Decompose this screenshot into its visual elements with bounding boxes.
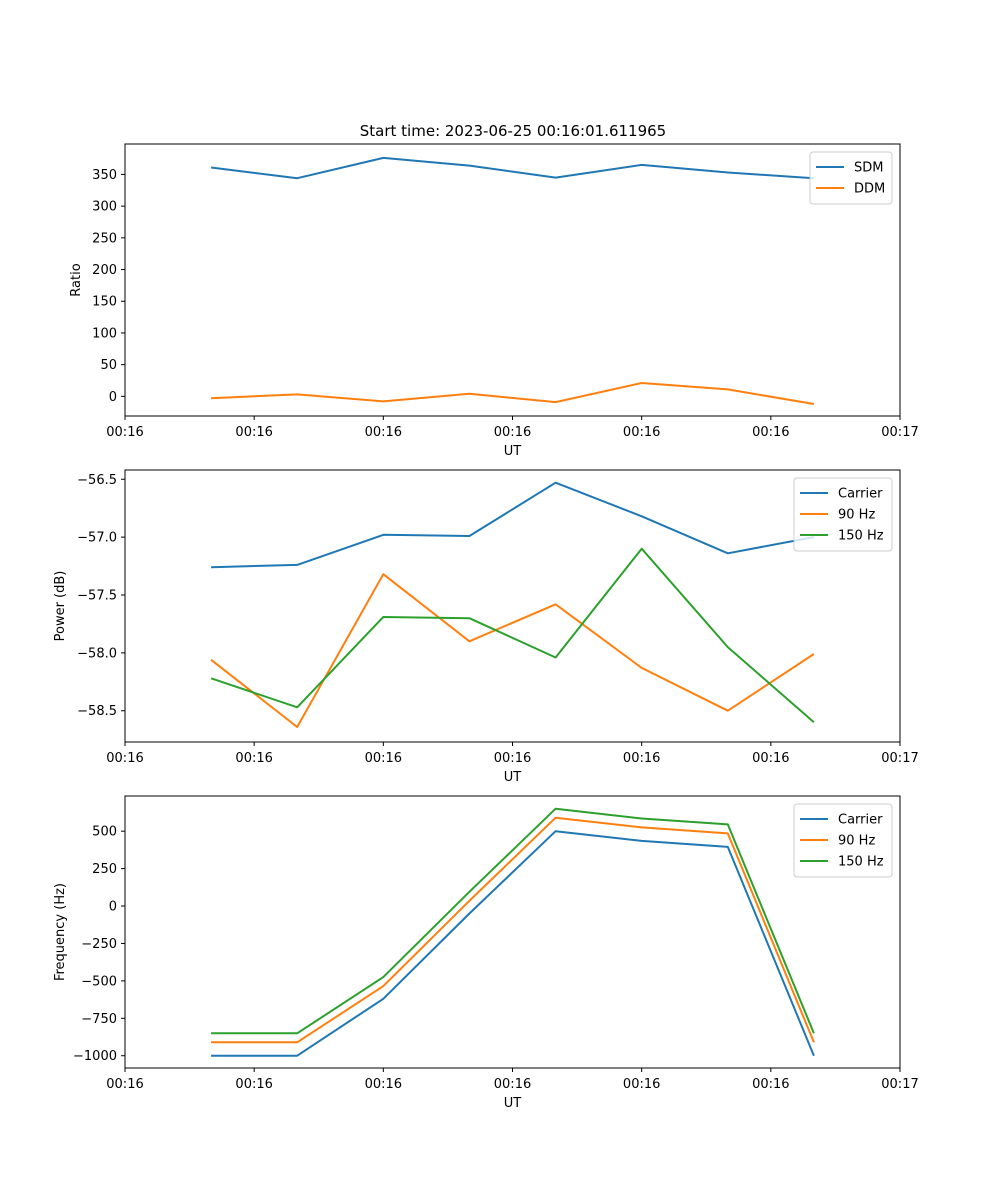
ratio-x-tick-label: 00:16 bbox=[623, 425, 660, 440]
ratio-y-tick-label: 0 bbox=[109, 390, 117, 405]
frequency-y-tick-label: 250 bbox=[92, 862, 117, 877]
ratio-y-tick-label: 100 bbox=[92, 326, 117, 341]
frequency-panel: 00:16 00:16 00:16 00:16 00:16 00:16 00:17 −1000… bbox=[53, 795, 919, 1111]
ratio-y-tick-label: 150 bbox=[92, 295, 117, 310]
ratio-y-tick-label: 300 bbox=[92, 200, 117, 215]
ratio-legend-label-ddm: DDM bbox=[854, 182, 885, 197]
power-y-tick-label: −57.0 bbox=[77, 531, 117, 546]
ratio-axes-frame bbox=[124, 143, 901, 417]
power-x-tick-label: 00:16 bbox=[494, 751, 531, 766]
frequency-y-tick-label: 500 bbox=[92, 825, 117, 840]
ratio-x-tick-label: 00:16 bbox=[235, 425, 272, 440]
frequency-x-tick-label: 00:16 bbox=[106, 1077, 143, 1092]
frequency-series-90-hz-line bbox=[211, 816, 815, 1044]
ratio-legend: SDM DDM bbox=[809, 151, 893, 205]
ratio-series-ddm-line bbox=[211, 382, 815, 405]
ratio-panel: 00:16 00:16 00:16 00:16 00:16 00:16 00:17 0 50 10… bbox=[69, 143, 919, 459]
power-y-tick-label: −57.5 bbox=[77, 589, 117, 604]
frequency-x-tick-label: 00:16 bbox=[494, 1077, 531, 1092]
power-panel: 00:16 00:16 00:16 00:16 00:16 00:16 00:17 −58.5… bbox=[53, 469, 919, 785]
ratio-y-tick-label: 50 bbox=[100, 358, 117, 373]
power-x-tick-label: 00:16 bbox=[752, 751, 789, 766]
ratio-legend-box bbox=[809, 151, 893, 205]
frequency-legend-label-150-hz: 150 Hz bbox=[838, 855, 884, 870]
frequency-x-tick-label: 00:16 bbox=[752, 1077, 789, 1092]
power-series-carrier-line bbox=[211, 481, 815, 569]
ratio-series-sdm-line bbox=[210, 156, 814, 180]
power-series-90-hz-line bbox=[210, 573, 815, 728]
frequency-y-tick-label: 0 bbox=[109, 900, 117, 915]
power-legend-label-150-hz: 150 Hz bbox=[838, 529, 884, 544]
power-y-tick-label: −58.5 bbox=[77, 704, 117, 719]
frequency-x-tick-label: 00:16 bbox=[623, 1077, 660, 1092]
plots: 00:16 00:16 00:16 00:16 00:16 00:16 00:17 0 50 10… bbox=[53, 143, 919, 1111]
frequency-legend-label-90-hz: 90 Hz bbox=[838, 834, 875, 849]
power-legend-label-90-hz: 90 Hz bbox=[838, 508, 875, 523]
frequency-x-axis-label: UT bbox=[504, 1096, 522, 1111]
ratio-x-tick-label: 00:16 bbox=[365, 425, 402, 440]
ratio-x-tick-label: 00:16 bbox=[752, 425, 789, 440]
frequency-axes-frame bbox=[124, 795, 901, 1069]
power-x-tick-label: 00:16 bbox=[365, 751, 402, 766]
power-y-axis-label: Power (dB) bbox=[53, 571, 68, 642]
power-y-tick-label: −58.0 bbox=[77, 646, 117, 661]
frequency-series-150-hz-line bbox=[211, 807, 815, 1035]
power-axes-frame bbox=[124, 469, 901, 743]
frequency-legend-box bbox=[793, 803, 893, 878]
power-legend: Carrier 90 Hz 150 Hz bbox=[793, 477, 893, 552]
ratio-x-tick-label: 00:17 bbox=[881, 425, 918, 440]
power-x-axis-label: UT bbox=[504, 770, 522, 785]
frequency-y-tick-label: −500 bbox=[81, 974, 117, 989]
ratio-x-tick-label: 00:16 bbox=[106, 425, 143, 440]
frequency-y-axis-label: Frequency (Hz) bbox=[53, 883, 68, 981]
ratio-y-axis-label: Ratio bbox=[69, 263, 84, 296]
power-x-tick-label: 00:17 bbox=[881, 751, 918, 766]
frequency-legend-label-carrier: Carrier bbox=[838, 813, 883, 828]
ratio-legend-label-sdm: SDM bbox=[854, 161, 883, 176]
frequency-x-tick-label: 00:16 bbox=[365, 1077, 402, 1092]
frequency-y-tick-label: −750 bbox=[81, 1012, 117, 1027]
ratio-y-tick-label: 350 bbox=[92, 168, 117, 183]
figure-title: Start time: 2023-06-25 00:16:01.611965 bbox=[360, 122, 666, 140]
frequency-x-tick-label: 00:16 bbox=[235, 1077, 272, 1092]
power-x-tick-label: 00:16 bbox=[235, 751, 272, 766]
frequency-y-tick-label: −1000 bbox=[73, 1049, 117, 1064]
frequency-y-tick-label: −250 bbox=[81, 937, 117, 952]
ratio-y-tick-label: 200 bbox=[92, 263, 117, 278]
power-y-tick-label: −56.5 bbox=[77, 473, 117, 488]
power-legend-label-carrier: Carrier bbox=[838, 487, 883, 502]
power-series-150-hz-line bbox=[210, 547, 815, 724]
frequency-legend: Carrier 90 Hz 150 Hz bbox=[793, 803, 893, 878]
ratio-y-tick-label: 250 bbox=[92, 231, 117, 246]
frequency-x-tick-label: 00:17 bbox=[881, 1077, 918, 1092]
frequency-series-carrier-line bbox=[211, 830, 815, 1057]
power-legend-box bbox=[793, 477, 893, 552]
power-x-tick-label: 00:16 bbox=[623, 751, 660, 766]
power-x-tick-label: 00:16 bbox=[106, 751, 143, 766]
ratio-x-tick-label: 00:16 bbox=[494, 425, 531, 440]
ratio-x-axis-label: UT bbox=[504, 444, 522, 459]
